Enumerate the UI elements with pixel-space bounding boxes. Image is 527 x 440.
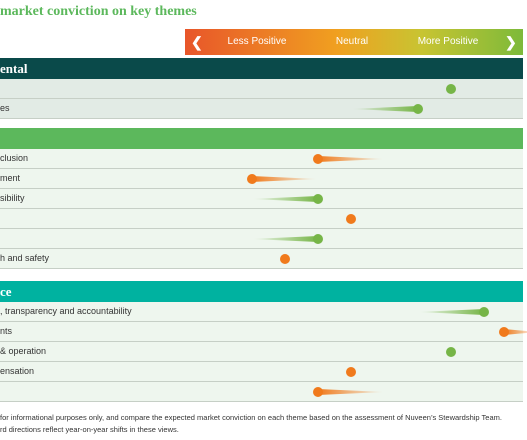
theme-label: sibility	[0, 193, 25, 203]
conviction-dot	[499, 327, 510, 337]
theme-label: h and safety	[0, 253, 50, 263]
theme-label: ensation	[0, 366, 35, 376]
conviction-shift-trail	[318, 156, 385, 162]
theme-row: & operation	[0, 342, 523, 362]
theme-row: nts	[0, 322, 527, 342]
theme-row: clusion	[0, 149, 523, 169]
scale-label-more-positive: More Positive	[417, 36, 479, 47]
theme-row: h and safety	[0, 249, 523, 269]
conviction-dot	[446, 347, 456, 357]
section-header-0: ental	[0, 58, 523, 79]
conviction-shift-trail	[351, 106, 418, 112]
section-title-2: ce	[0, 284, 12, 299]
conviction-dot	[313, 234, 323, 244]
conviction-shift-trail	[251, 176, 318, 182]
theme-label: , transparency and accountability	[0, 306, 132, 316]
chevron-left-icon: ❮	[191, 34, 203, 50]
conviction-dot	[346, 214, 357, 224]
footnote-line-2: rd directions reflect year-on-year shift…	[0, 425, 179, 434]
conviction-dot	[446, 84, 456, 94]
theme-row: ment	[0, 169, 523, 189]
theme-label: ment	[0, 173, 21, 183]
conviction-dot	[246, 174, 257, 184]
conviction-dot	[412, 104, 423, 114]
theme-label: clusion	[0, 153, 29, 163]
conviction-dot	[346, 367, 357, 377]
conviction-shift-trail	[251, 236, 318, 242]
conviction-dot	[313, 387, 323, 397]
conviction-dot	[279, 254, 290, 264]
theme-row	[0, 229, 523, 249]
conviction-shift-trail	[504, 329, 527, 335]
section-header-1	[0, 128, 523, 149]
conviction-shift-trail	[251, 196, 318, 202]
theme-row: , transparency and accountability	[0, 302, 523, 322]
scale-label-less-positive: Less Positive	[227, 36, 287, 47]
theme-label: es	[0, 103, 10, 113]
theme-row	[0, 382, 523, 402]
theme-label: nts	[0, 326, 13, 336]
footnote-line-1: for informational purposes only, and com…	[0, 413, 502, 422]
chart-title: market conviction on key themes	[0, 4, 197, 19]
theme-row: es	[0, 99, 523, 119]
theme-row: ensation	[0, 362, 523, 382]
theme-label: & operation	[0, 346, 47, 356]
conviction-scale-bar: ❮ Less Positive Neutral More Positive ❯	[185, 29, 523, 55]
theme-row	[0, 79, 523, 99]
conviction-shift-trail	[417, 309, 485, 315]
conviction-shift-trail	[318, 389, 385, 395]
conviction-dot	[313, 194, 323, 204]
conviction-dot	[313, 154, 323, 164]
theme-row	[0, 209, 523, 229]
conviction-dot	[479, 307, 490, 317]
section-title-0: ental	[0, 61, 28, 76]
scale-label-neutral: Neutral	[335, 36, 369, 47]
section-header-2: ce	[0, 281, 523, 302]
theme-row: sibility	[0, 189, 523, 209]
chevron-right-icon: ❯	[505, 34, 517, 50]
